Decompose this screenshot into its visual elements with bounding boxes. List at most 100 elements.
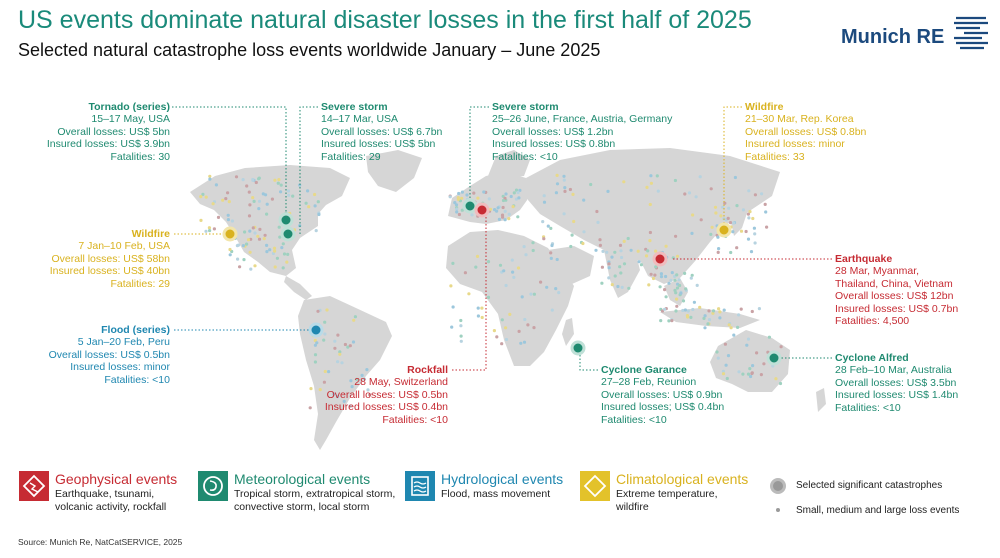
marker-earthquake[interactable] [652,251,668,267]
event-fatalities: Fatalities: 29 [321,150,381,163]
event-insured-losses: Insured losses: US$ 1.4bn [835,389,959,402]
small-loss-dot [459,334,463,338]
small-loss-dot [251,177,255,182]
legend-selected-label: Selected significant catastrophes [796,480,943,491]
small-loss-dot [658,285,662,289]
small-loss-dot [457,212,461,217]
marker-wildfire-us[interactable] [222,226,238,242]
small-loss-dot [725,376,729,381]
small-loss-dot [531,241,535,245]
small-loss-dot [648,239,652,243]
small-loss-dot [757,307,762,311]
small-loss-dot [208,229,212,233]
marker-flood[interactable] [308,322,324,338]
small-loss-dot [710,225,714,229]
small-loss-dot [763,202,767,206]
small-loss-dot [282,252,287,256]
event-overall-losses: Overall losses: US$ 12bn [835,290,954,303]
leader-rockfall [452,214,487,371]
small-loss-dot [492,329,496,333]
event-cyclone-alfred: Cyclone Alfred 28 Feb–10 Mar, Australia … [835,352,958,414]
event-overall-losses: Overall losses: US$ 5bn [57,125,170,138]
small-loss-dot [514,197,519,201]
event-name: Rockfall [407,364,448,376]
small-loss-dot [539,280,543,284]
marker-tornado[interactable] [278,212,294,228]
small-loss-dot [497,217,501,221]
small-loss-dot [699,218,703,222]
small-loss-dot [651,276,656,281]
small-loss-dot [309,387,313,391]
small-loss-dot [744,229,748,234]
small-loss-dot [249,267,253,271]
small-loss-dot [518,188,522,192]
small-loss-dot [476,306,480,310]
small-loss-dot [673,178,678,183]
event-fatalities: Fatalities: 33 [745,150,805,163]
small-loss-dot [644,254,649,258]
small-loss-dot [656,189,660,193]
small-loss-dot [739,229,744,233]
small-loss-dot [778,381,783,386]
small-loss-dot [504,326,508,330]
small-loss-dot [343,342,347,347]
legend-desc-line: Flood, mass movement [441,488,551,500]
small-loss-dot [501,205,505,210]
small-loss-dot [208,177,212,181]
small-loss-dot [248,250,252,254]
small-loss-dot [348,404,352,408]
small-loss-dot [467,292,471,296]
small-loss-dot [317,212,321,217]
small-loss-dot [718,316,722,320]
small-loss-dot [541,220,545,224]
small-loss-dot [501,215,505,219]
asia [526,148,780,284]
small-loss-dot [526,323,530,327]
legend-hydrological-desc: Flood, mass movement [441,488,550,501]
small-loss-dot [663,288,667,292]
meteorological-icon [198,471,228,501]
small-loss-dot [610,283,614,287]
small-loss-dot [762,362,766,366]
small-loss-dot [715,350,719,354]
small-loss-dot [572,219,576,224]
small-loss-dot [496,206,500,210]
small-loss-dot [522,245,526,249]
small-loss-dot [460,208,464,212]
marker-storm-eu[interactable] [462,198,478,214]
event-date: 5 Jan–20 Feb, Peru [77,336,170,349]
small-loss-dot [692,300,697,304]
small-loss-dot [639,263,644,267]
small-loss-dot [253,264,257,268]
small-loss-dot [268,248,272,252]
leader-garance [579,348,598,371]
event-fatalities: Fatalities: <10 [104,373,170,386]
small-loss-dot [606,189,610,193]
small-loss-dot [690,273,694,277]
small-loss-dot [227,200,231,204]
small-loss-dot [659,275,664,279]
small-loss-dot [455,207,459,211]
small-loss-dot [352,318,356,322]
central-america [284,276,312,300]
small-loss-dot [746,337,751,341]
small-loss-dot [645,185,649,189]
small-loss-dot [594,248,598,252]
small-loss-dot [765,225,769,229]
event-wildfire-usa: Wildfire 7 Jan–10 Feb, USA Overall losse… [20,228,170,290]
marker-storm-us[interactable] [280,226,296,242]
small-loss-dot [313,338,317,343]
marker-rockfall[interactable] [474,202,490,218]
small-loss-dot [646,249,650,253]
event-overall-losses: Overall losses: US$ 0.8bn [745,125,867,138]
marker-wildfire-kr[interactable] [716,222,732,238]
large-marker-legend-icon [770,478,786,494]
small-loss-dot [542,237,546,241]
small-loss-dot [618,243,623,247]
marker-garance[interactable] [570,340,586,356]
small-loss-dot [549,256,553,260]
marker-alfred[interactable] [766,350,782,366]
small-loss-dot [212,227,216,231]
event-flood-peru: Flood (series) 5 Jan–20 Feb, Peru Overal… [20,324,170,386]
small-loss-dot [273,265,277,269]
